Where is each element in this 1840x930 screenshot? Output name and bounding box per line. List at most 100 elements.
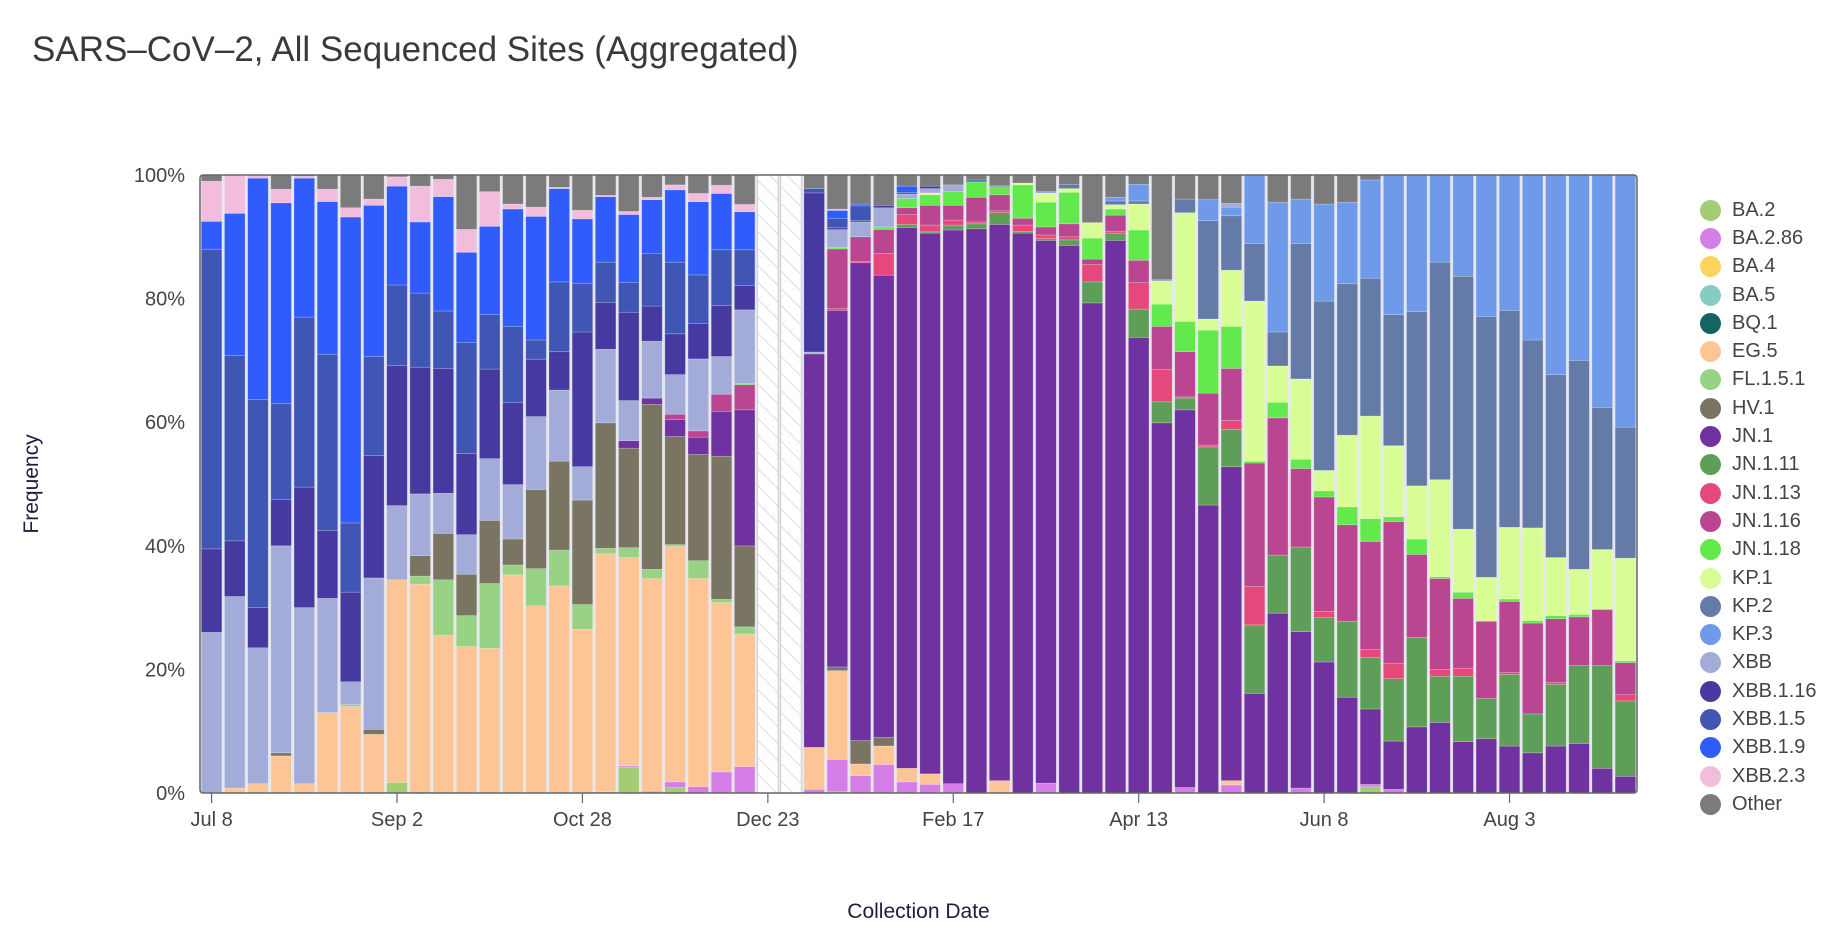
bar-segment-jn-1-18[interactable]	[896, 198, 918, 209]
bar-segment-jn-1-18[interactable]	[1383, 516, 1405, 522]
bar-segment-xbb-1-9[interactable]	[432, 196, 454, 312]
bar-segment-jn-1-18[interactable]	[1058, 192, 1080, 225]
bar-segment-other[interactable]	[734, 174, 756, 205]
bar-segment-jn-1[interactable]	[1267, 612, 1289, 794]
bar-segment-jn-1-16[interactable]	[664, 413, 686, 421]
bar-segment-xbb-1-9[interactable]	[247, 177, 269, 400]
bar-segment-fl-1-5-1[interactable]	[548, 549, 570, 587]
bar-segment-eg-5[interactable]	[386, 579, 408, 783]
bar-segment-xbb-1-9[interactable]	[409, 221, 431, 294]
bar-group[interactable]	[1614, 174, 1636, 794]
bar-segment-xbb-1-9[interactable]	[687, 201, 709, 276]
bar-segment-jn-1[interactable]	[1290, 631, 1312, 789]
bar-segment-jn-1-13[interactable]	[1313, 611, 1335, 618]
bar-group[interactable]	[664, 174, 686, 794]
bar-segment-other[interactable]	[1104, 174, 1127, 198]
bar-segment-jn-1[interactable]	[803, 353, 825, 748]
bar-segment-fl-1-5-1[interactable]	[409, 575, 431, 585]
bar-segment-jn-1-16[interactable]	[1429, 578, 1451, 670]
bar-segment-kp-3[interactable]	[1522, 174, 1544, 341]
bar-segment-xbb[interactable]	[710, 356, 733, 395]
bar-segment-eg-5[interactable]	[502, 574, 524, 794]
bar-segment-other[interactable]	[919, 174, 941, 187]
bar-segment-jn-1[interactable]	[1475, 738, 1497, 794]
bar-segment-xbb-1-16[interactable]	[340, 591, 362, 683]
legend-item[interactable]: XBB.1.9	[1700, 734, 1817, 762]
bar-segment-xbb-1-9[interactable]	[896, 185, 918, 193]
bar-segment-fl-1-5-1[interactable]	[571, 604, 594, 630]
bar-segment-xbb-1-5[interactable]	[710, 249, 733, 306]
bar-segment-xbb-1-16[interactable]	[873, 205, 895, 209]
bar-segment-kp-1[interactable]	[1614, 557, 1636, 662]
bar-segment-xbb[interactable]	[595, 348, 617, 424]
bar-segment-jn-1-11[interactable]	[1058, 239, 1080, 246]
bar-segment-jn-1-11[interactable]	[1197, 446, 1219, 506]
bar-segment-jn-1-18[interactable]	[1522, 620, 1544, 624]
bar-segment-ba-2[interactable]	[664, 787, 686, 794]
bar-segment-xbb-2-3[interactable]	[455, 229, 478, 253]
bar-group[interactable]	[1452, 174, 1474, 794]
bar-segment-jn-1-16[interactable]	[1591, 609, 1613, 666]
bar-group[interactable]	[479, 174, 501, 794]
bar-segment-xbb-1-5[interactable]	[363, 356, 385, 456]
bar-segment-eg-5[interactable]	[803, 747, 825, 790]
bar-segment-xbb[interactable]	[849, 221, 872, 238]
bar-segment-jn-1-18[interactable]	[1174, 321, 1196, 353]
bar-segment-jn-1[interactable]	[1081, 302, 1103, 794]
bar-segment-jn-1-11[interactable]	[1220, 429, 1242, 467]
bar-segment-kp-3[interactable]	[1614, 174, 1636, 428]
bar-segment-jn-1-18[interactable]	[1081, 237, 1103, 260]
bar-segment-kp-1[interactable]	[1081, 222, 1103, 239]
bar-segment-jn-1-11[interactable]	[1498, 674, 1521, 747]
bar-segment-other[interactable]	[849, 174, 872, 205]
bar-segment-fl-1-5-1[interactable]	[734, 626, 756, 635]
bar-segment-hv-1[interactable]	[270, 752, 292, 757]
bar-segment-eg-5[interactable]	[873, 745, 895, 765]
bar-segment-fl-1-5-1[interactable]	[525, 568, 547, 607]
bar-segment-jn-1-13[interactable]	[1220, 420, 1242, 430]
bar-segment-other[interactable]	[1128, 174, 1150, 185]
bar-segment-kp-1[interactable]	[1035, 192, 1057, 203]
bar-segment-jn-1-18[interactable]	[1243, 460, 1266, 464]
bar-segment-jn-1-13[interactable]	[1452, 667, 1474, 677]
bar-segment-kp-1[interactable]	[1359, 415, 1382, 519]
bar-segment-kp-1[interactable]	[1336, 434, 1358, 508]
bar-segment-xbb-1-9[interactable]	[224, 213, 246, 356]
bar-segment-eg-5[interactable]	[641, 578, 663, 792]
bar-segment-jn-1-18[interactable]	[873, 226, 895, 230]
bar-segment-jn-1-13[interactable]	[1035, 234, 1057, 239]
bar-segment-jn-1[interactable]	[849, 262, 872, 741]
bar-group[interactable]	[201, 174, 223, 794]
bar-segment-jn-1-18[interactable]	[1568, 614, 1590, 618]
bar-segment-kp-1[interactable]	[1545, 557, 1567, 616]
bar-segment-kp-3[interactable]	[1128, 183, 1150, 202]
legend-item[interactable]: JN.1.16	[1700, 507, 1817, 535]
bar-group[interactable]	[1151, 174, 1173, 794]
bar-segment-jn-1-11[interactable]	[1081, 281, 1103, 304]
bar-segment-xbb-1-9[interactable]	[548, 188, 570, 283]
bar-segment-hv-1[interactable]	[571, 499, 594, 605]
bar-segment-jn-1-13[interactable]	[1058, 236, 1080, 241]
bar-segment-xbb[interactable]	[1220, 203, 1242, 208]
bar-segment-xbb-1-9[interactable]	[455, 251, 478, 343]
bar-group[interactable]	[525, 174, 547, 794]
bar-segment-jn-1-16[interactable]	[989, 194, 1011, 212]
bar-segment-jn-1-11[interactable]	[1151, 401, 1173, 424]
bar-segment-kp-3[interactable]	[1498, 174, 1521, 311]
bar-segment-jn-1[interactable]	[1498, 745, 1521, 794]
bar-segment-xbb-1-5[interactable]	[502, 326, 524, 403]
bar-segment-jn-1-16[interactable]	[1197, 392, 1219, 446]
bar-segment-xbb-1-5[interactable]	[409, 292, 431, 368]
bar-segment-eg-5[interactable]	[595, 553, 617, 793]
bar-segment-xbb[interactable]	[340, 681, 362, 705]
bar-segment-kp-1[interactable]	[1267, 365, 1289, 403]
bar-segment-kp-3[interactable]	[1220, 206, 1242, 217]
bar-segment-jn-1[interactable]	[1220, 466, 1242, 781]
bar-segment-xbb[interactable]	[919, 188, 941, 194]
bar-segment-hv-1[interactable]	[641, 403, 663, 570]
bar-segment-jn-1[interactable]	[1383, 740, 1405, 790]
bar-segment-eg-5[interactable]	[455, 646, 478, 794]
bar-segment-other[interactable]	[1267, 174, 1289, 203]
bar-segment-jn-1[interactable]	[1197, 504, 1219, 794]
bar-segment-hv-1[interactable]	[710, 455, 733, 600]
